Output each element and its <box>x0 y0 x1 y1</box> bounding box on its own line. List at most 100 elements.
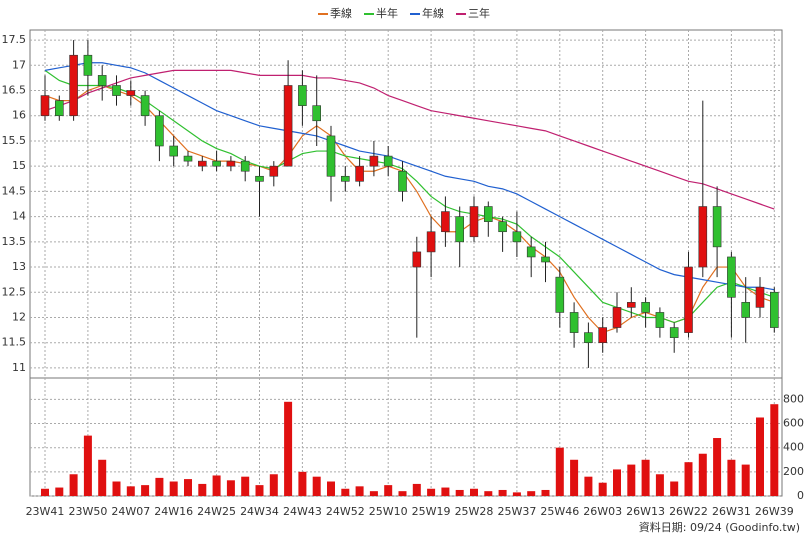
candle-body <box>240 160 250 172</box>
volume-bar <box>770 404 779 496</box>
volume-bar <box>312 476 321 496</box>
x-tick-label: 24W16 <box>154 505 193 518</box>
candle-body <box>541 256 550 263</box>
volume-bar <box>455 489 464 496</box>
candle-body <box>755 286 765 308</box>
x-tick-label: 24W25 <box>197 505 236 518</box>
y-tick-label: 16 <box>12 109 26 122</box>
volume-bar <box>555 447 564 496</box>
candle-body <box>169 145 178 157</box>
candle-body <box>741 302 751 318</box>
legend-label: 三年 <box>468 6 490 20</box>
volume-tick-label: 600 <box>783 417 804 430</box>
volume-bar <box>655 474 664 496</box>
volume-bar <box>355 486 364 496</box>
y-tick-label: 16.5 <box>2 84 27 97</box>
volume-bar <box>427 488 436 496</box>
x-tick-label: 23W41 <box>26 505 65 518</box>
volume-bar <box>369 491 378 496</box>
x-tick-label: 23W50 <box>68 505 107 518</box>
volume-bar <box>126 486 135 496</box>
candle-body <box>727 256 736 298</box>
candle-body <box>498 221 507 233</box>
x-tick-label: 24W52 <box>326 505 365 518</box>
volume-bar <box>155 477 164 496</box>
candle-body <box>584 332 593 343</box>
candle-body <box>369 155 379 167</box>
volume-bar <box>55 487 64 496</box>
candle-body <box>655 312 665 328</box>
volume-bar <box>198 483 207 496</box>
candle-body <box>183 155 193 162</box>
candle-body <box>298 85 307 106</box>
volume-bar <box>756 417 764 496</box>
volume-bar <box>627 464 636 496</box>
volume-bar <box>527 491 536 496</box>
candle-body <box>426 231 436 253</box>
x-tick-label: 26W39 <box>755 505 794 518</box>
candle-body <box>40 95 50 117</box>
candle-body <box>469 206 479 238</box>
y-tick-label: 11 <box>12 361 26 374</box>
moving-average-line <box>44 62 775 291</box>
volume-tick-label: 0 <box>797 489 804 502</box>
candle-body <box>769 291 779 328</box>
volume-bar <box>341 488 350 496</box>
candle-body <box>226 160 236 167</box>
x-tick-label: 24W43 <box>283 505 322 518</box>
candle-body <box>312 105 322 122</box>
candle-body <box>669 327 679 338</box>
x-tick-label: 24W07 <box>111 505 150 518</box>
volume-bar <box>570 459 579 496</box>
y-tick-label: 14.5 <box>2 184 27 197</box>
candle-body <box>398 170 407 192</box>
volume-bar <box>212 475 221 496</box>
x-tick-label: 25W37 <box>497 505 536 518</box>
volume-bar <box>598 482 607 496</box>
volume-tick-label: 200 <box>783 465 804 478</box>
moving-average-line <box>44 84 775 334</box>
candle-body <box>126 90 136 96</box>
y-tick-label: 13 <box>12 260 26 273</box>
volume-bar <box>441 487 450 496</box>
x-tick-label: 25W46 <box>540 505 579 518</box>
volume-bar <box>98 459 107 496</box>
candle-body <box>283 85 293 167</box>
y-tick-label: 15.5 <box>2 134 27 147</box>
volume-bar <box>741 464 750 496</box>
candle-body <box>512 231 522 243</box>
volume-bar <box>226 480 235 496</box>
x-tick-label: 25W19 <box>412 505 451 518</box>
candle-body <box>712 206 722 248</box>
legend-label: 季線 <box>330 6 352 20</box>
candle-body <box>641 302 650 313</box>
y-tick-label: 15 <box>12 159 26 172</box>
candle-body <box>340 175 350 182</box>
y-tick-label: 17.5 <box>2 33 27 46</box>
volume-bar <box>384 485 393 496</box>
x-tick-label: 25W10 <box>369 505 408 518</box>
moving-average-line <box>44 69 775 210</box>
volume-bar <box>169 481 178 496</box>
candle-body <box>626 302 636 308</box>
candle-body <box>269 165 279 177</box>
volume-bar <box>83 435 92 496</box>
y-tick-label: 13.5 <box>2 235 27 248</box>
volume-bar <box>727 459 736 496</box>
volume-bar <box>512 492 521 496</box>
y-tick-label: 11.5 <box>2 336 27 349</box>
volume-bar <box>412 483 421 496</box>
candle-body <box>69 54 78 117</box>
volume-bar <box>141 485 150 496</box>
volume-bar <box>327 481 335 496</box>
legend-label: 半年 <box>376 6 398 20</box>
x-tick-label: 26W22 <box>669 505 708 518</box>
x-tick-label: 24W34 <box>240 505 279 518</box>
volume-bar <box>41 488 49 496</box>
candle-body <box>412 251 422 268</box>
volume-bar <box>713 438 722 496</box>
volume-bar <box>269 474 278 496</box>
legend: 季線 半年 年線 三年 <box>318 6 490 20</box>
y-tick-label: 17 <box>12 58 26 71</box>
